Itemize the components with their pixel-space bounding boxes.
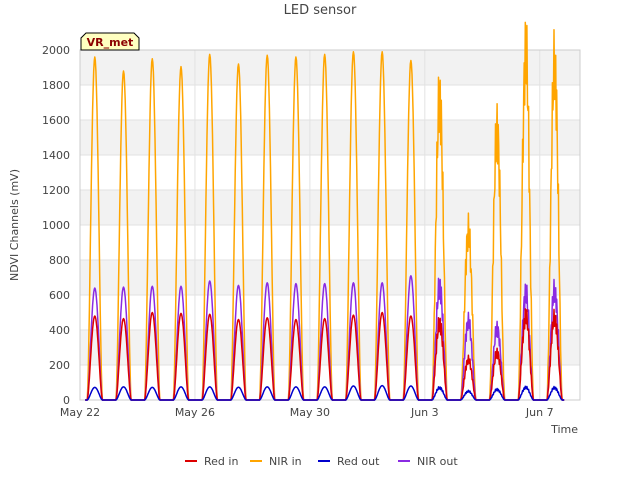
- y-tick-label: 1400: [42, 149, 70, 162]
- plot-border: [79, 49, 581, 401]
- y-axis-label: NDVI Channels (mV): [8, 169, 21, 281]
- y-tick-label: 200: [49, 359, 70, 372]
- x-tick-label: May 26: [175, 406, 215, 419]
- grid-band: [80, 190, 580, 225]
- x-tick-label: May 22: [60, 406, 100, 419]
- y-tick-label: 1600: [42, 114, 70, 127]
- x-tick-label: May 30: [290, 406, 330, 419]
- y-tick-label: 1200: [42, 184, 70, 197]
- y-tick-label: 800: [49, 254, 70, 267]
- legend-label: Red in: [204, 455, 238, 468]
- y-tick-label: 1800: [42, 79, 70, 92]
- chart-title: LED sensor: [284, 3, 357, 18]
- grid-band: [80, 50, 580, 85]
- x-axis-label: Time: [550, 423, 578, 436]
- x-axis-ticks: May 22 May 26 May 30 Jun 3 Jun 7: [60, 406, 554, 419]
- y-tick-label: 0: [63, 394, 70, 407]
- series-line-red-out: [85, 384, 565, 401]
- x-tick-label: Jun 7: [525, 406, 554, 419]
- legend: Red in NIR in Red out NIR out: [185, 455, 458, 468]
- station-badge-label: VR_met: [87, 36, 134, 49]
- station-badge-box: [80, 32, 140, 51]
- series-line-red-in: [85, 308, 565, 401]
- y-axis-ticks: 0 200 400 600 800 1000 1200 1400 1600 1800 2000: [42, 44, 70, 407]
- legend-label: NIR in: [269, 455, 302, 468]
- x-tick-label: Jun 3: [410, 406, 439, 419]
- station-badge: VR_met: [80, 32, 140, 51]
- series-group: [85, 21, 565, 401]
- y-tick-label: 2000: [42, 44, 70, 57]
- y-tick-label: 600: [49, 289, 70, 302]
- y-tick-label: 1000: [42, 219, 70, 232]
- series-line-nir-in: [85, 21, 565, 401]
- y-tick-label: 400: [49, 324, 70, 337]
- legend-label: Red out: [337, 455, 380, 468]
- legend-label: NIR out: [417, 455, 458, 468]
